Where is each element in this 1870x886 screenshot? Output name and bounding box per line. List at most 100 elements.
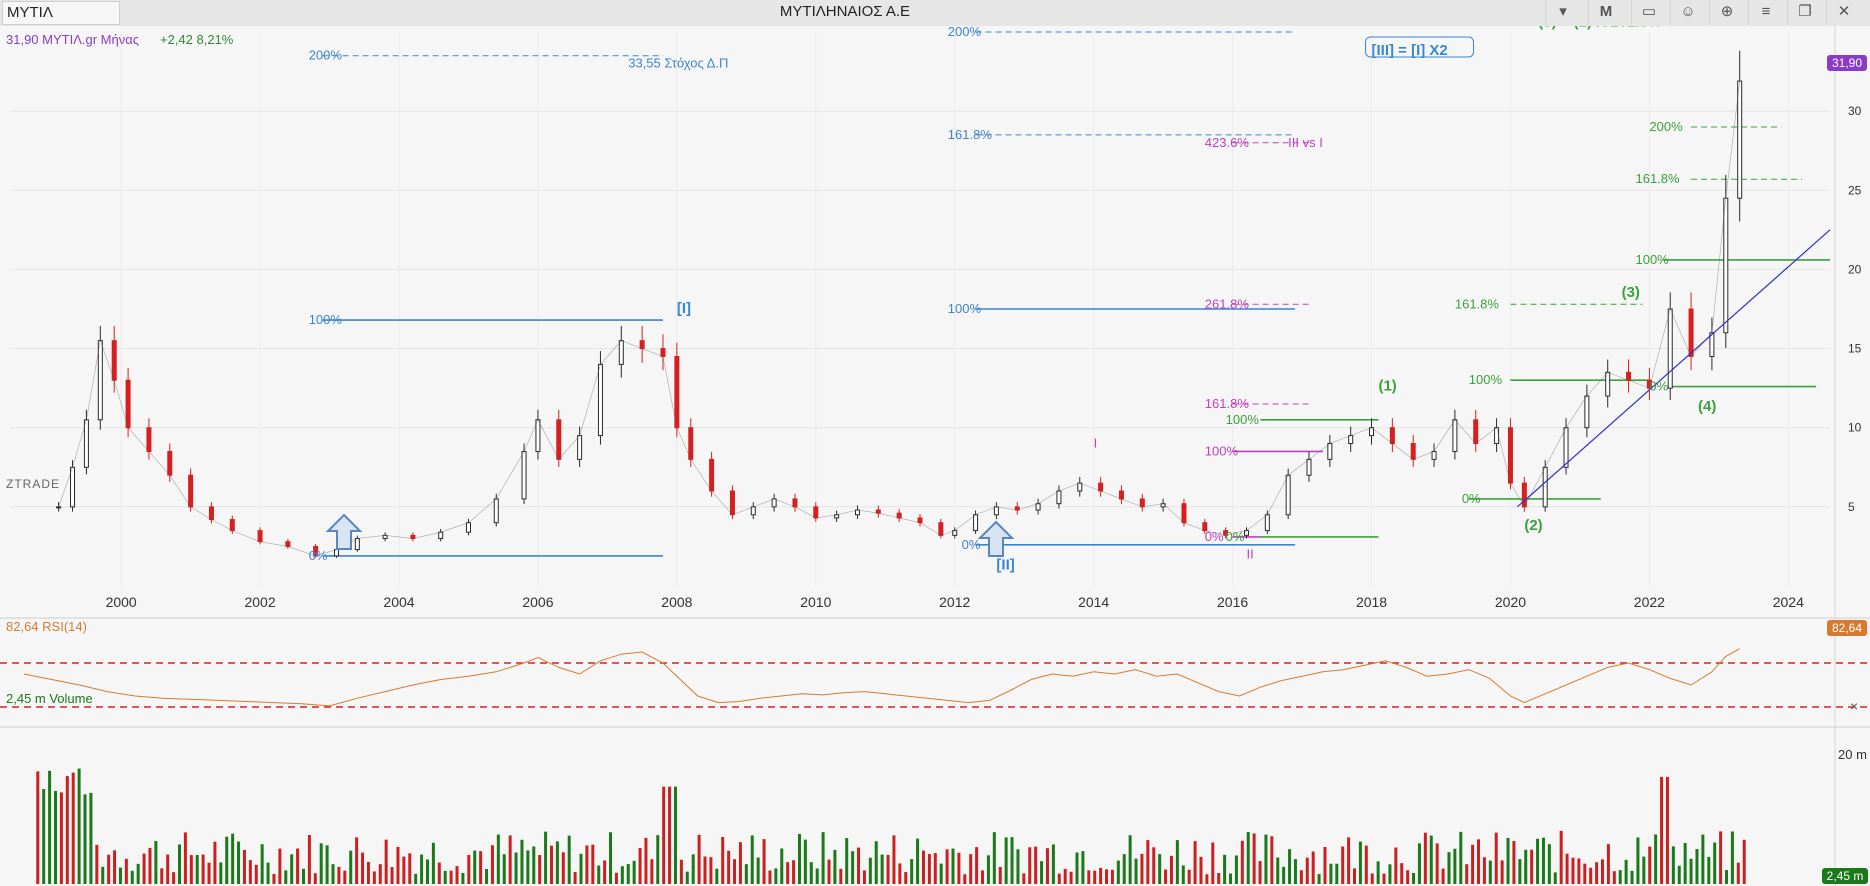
volume-bar — [532, 846, 536, 884]
volume-bar — [1565, 853, 1569, 884]
volume-bar — [1595, 862, 1599, 884]
candle — [1056, 490, 1062, 505]
volume-bar — [951, 848, 955, 884]
y-tick-label: 20 — [1848, 262, 1862, 276]
volume-bar — [1234, 855, 1238, 884]
price-line — [58, 81, 1740, 557]
volume-bar — [1099, 867, 1103, 884]
volume-bar — [42, 789, 46, 884]
volume-bar — [1382, 873, 1386, 884]
volume-bar — [1140, 853, 1144, 884]
chart-area[interactable]: 200%33,55 Στόχος Δ.Π100%0%[I][II]200%161… — [0, 26, 1870, 886]
volume-bar — [1093, 870, 1097, 884]
volume-bar — [201, 854, 205, 884]
volume-bar — [1134, 858, 1138, 884]
volume-bar — [609, 832, 613, 884]
volume-bar — [1128, 835, 1132, 884]
close-icon[interactable]: ✕ — [1826, 0, 1861, 25]
annotation-magenta: I — [1094, 436, 1098, 451]
candle — [674, 355, 680, 429]
volume-bar — [1530, 849, 1534, 884]
volume-bar — [1045, 848, 1049, 884]
volume-bar — [1665, 776, 1669, 884]
volume-bar — [189, 855, 193, 884]
candle — [1035, 503, 1041, 511]
annotations: 200% 33,55 Στόχος Δ.Π 100% 0% [I] [II] 200% 161… — [309, 26, 1717, 573]
volume-bar — [467, 855, 471, 884]
annotation-green: 161.8% — [1635, 171, 1680, 186]
volume-bar — [36, 771, 40, 884]
x-tick-label: 2000 — [106, 594, 137, 610]
annotation-green: 200% — [1649, 119, 1683, 134]
volume-bar — [691, 854, 695, 884]
candle — [1327, 443, 1333, 460]
volume-bar — [325, 845, 329, 884]
annotation-blue: 200% — [948, 26, 982, 39]
candle — [1584, 395, 1590, 429]
candle — [1264, 514, 1270, 532]
candle — [1521, 482, 1527, 508]
volume-bar — [1571, 857, 1575, 884]
volume-bar — [1146, 840, 1150, 884]
rsi-series — [0, 648, 1870, 708]
volume-bar — [1713, 842, 1717, 884]
candle — [188, 474, 194, 508]
volume-bar — [1541, 837, 1545, 884]
volume-bar — [727, 850, 731, 884]
lock-icon[interactable]: ⊕ — [1709, 0, 1744, 25]
volume-bar — [59, 792, 63, 884]
menu-icon[interactable]: ≡ — [1748, 0, 1783, 25]
volume-bar — [992, 832, 996, 884]
candle — [1542, 466, 1548, 508]
save-icon[interactable]: ▭ — [1631, 0, 1666, 25]
volume-bar — [1471, 844, 1475, 884]
volume-bar — [1683, 843, 1687, 884]
volume-bar — [213, 841, 217, 884]
volume-bar — [130, 870, 134, 884]
volume-bar — [1335, 863, 1339, 884]
volume-bar — [1028, 847, 1032, 884]
volume-bar — [1252, 833, 1256, 884]
volume-bar — [1164, 869, 1168, 884]
volume-bar — [626, 864, 630, 884]
volume-bar — [685, 871, 689, 884]
price-series — [56, 50, 1831, 558]
volume-bar — [372, 871, 376, 884]
y-tick-label: 5 — [1848, 500, 1855, 514]
volume-bar — [1122, 854, 1126, 884]
chevron-down-icon[interactable]: ▾ — [1545, 0, 1580, 25]
annotation-green: 161.8% — [1455, 296, 1500, 311]
candle — [1452, 419, 1458, 452]
volume-bar — [1642, 856, 1646, 884]
volume-bar — [508, 835, 512, 884]
annotation-magenta: 0% — [1205, 529, 1224, 544]
volume-bar — [1677, 865, 1681, 884]
candle — [1348, 435, 1354, 445]
candle — [792, 498, 798, 508]
price-grid — [10, 32, 1830, 586]
volume-label: 2,45 m Volume — [6, 691, 93, 706]
volume-bar — [1223, 854, 1227, 884]
volume-bar — [254, 864, 258, 884]
restore-window-icon[interactable]: ❐ — [1787, 0, 1822, 25]
volume-bar — [366, 862, 370, 884]
candle — [146, 427, 152, 452]
volume-bar — [1459, 831, 1463, 884]
volume-bar — [880, 854, 884, 884]
period-button[interactable]: M — [1588, 0, 1623, 25]
annotation-blue: 200% — [309, 48, 343, 63]
volume-bar — [1004, 837, 1008, 884]
symbol-input[interactable]: ΜΥΤΙΛ — [2, 1, 120, 25]
volume-bar — [1406, 870, 1410, 884]
annotation-magenta: 100% — [1205, 443, 1239, 458]
candle — [167, 450, 173, 476]
annotation-green: 0% — [1462, 491, 1481, 506]
volume-bar — [1293, 859, 1297, 884]
volume-bar — [567, 835, 571, 884]
chat-icon[interactable]: ☺ — [1670, 0, 1705, 25]
close-pane-icon[interactable]: × — [1850, 698, 1858, 714]
volume-bar — [963, 874, 967, 884]
volume-bar — [479, 851, 483, 884]
volume-bar — [738, 842, 742, 884]
volume-bar — [455, 866, 459, 884]
